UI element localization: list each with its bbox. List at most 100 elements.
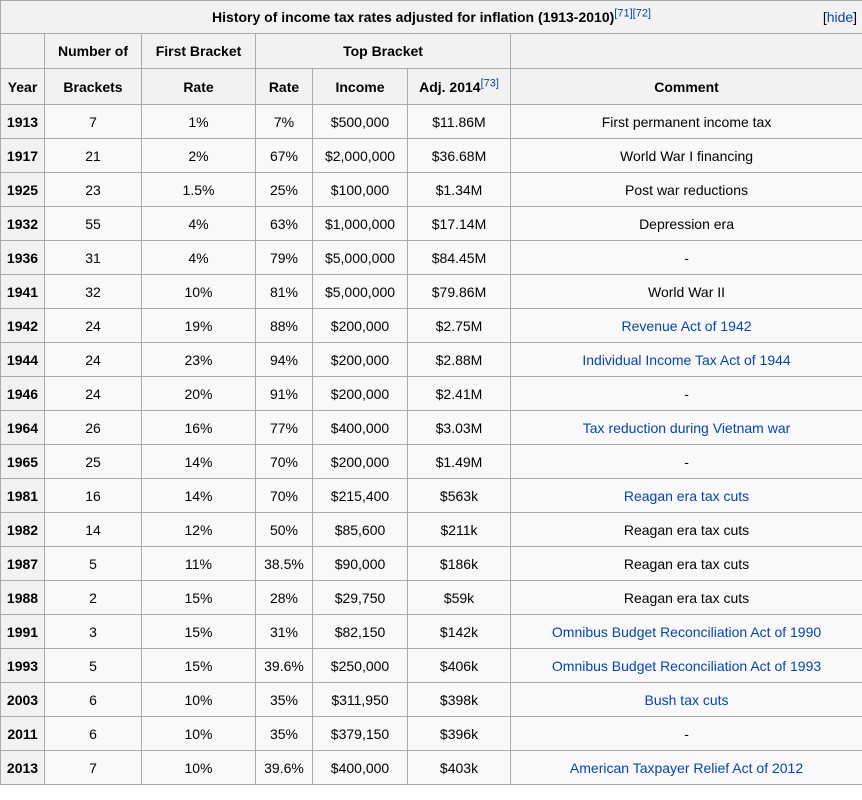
comment-link[interactable]: Omnibus Budget Reconciliation Act of 199… bbox=[551, 657, 822, 674]
year-cell: 1917 bbox=[0, 138, 45, 173]
table-row: 2011 6 10% 35% $379,150 $396k - bbox=[0, 716, 862, 751]
brackets-cell: 23 bbox=[44, 172, 142, 207]
ref-72-link[interactable]: [72] bbox=[632, 7, 651, 20]
table-row: 1982 14 12% 50% $85,600 $211k Reagan era… bbox=[0, 512, 862, 547]
comment-cell: Depression era bbox=[509, 206, 862, 241]
comment-cell: Revenue Act of 1942 bbox=[509, 308, 862, 343]
year-cell: 1941 bbox=[0, 274, 45, 309]
top-bracket-rate-cell: 88% bbox=[255, 308, 313, 343]
comment-cell: Reagan era tax cuts bbox=[509, 478, 862, 513]
first-bracket-rate-cell: 11% bbox=[141, 546, 256, 581]
adj-2014-cell: $398k bbox=[407, 682, 511, 717]
collapse-control: [hide] bbox=[823, 9, 857, 25]
comment-cell: World War I financing bbox=[509, 138, 862, 173]
ref-71-link[interactable]: [71] bbox=[614, 7, 633, 20]
comment-text: - bbox=[684, 249, 689, 266]
comment-link[interactable]: Omnibus Budget Reconciliation Act of 199… bbox=[551, 623, 822, 640]
header-comment: Comment bbox=[509, 68, 862, 105]
top-bracket-rate-cell: 77% bbox=[255, 410, 313, 445]
brackets-cell: 31 bbox=[44, 240, 142, 275]
header-adj-2014: Adj. 2014[73] bbox=[407, 68, 511, 105]
adj-2014-cell: $79.86M bbox=[407, 274, 511, 309]
first-bracket-rate-cell: 1.5% bbox=[141, 172, 256, 207]
brackets-cell: 7 bbox=[44, 104, 142, 139]
adj-2014-cell: $211k bbox=[407, 512, 511, 547]
comment-link[interactable]: Revenue Act of 1942 bbox=[621, 317, 752, 334]
top-bracket-income-cell: $82,150 bbox=[312, 614, 408, 649]
header-brackets: Brackets bbox=[44, 68, 142, 105]
adj-2014-cell: $563k bbox=[407, 478, 511, 513]
year-cell: 1936 bbox=[0, 240, 45, 275]
comment-cell: - bbox=[509, 240, 862, 275]
brackets-cell: 24 bbox=[44, 308, 142, 343]
comment-text: World War I financing bbox=[620, 147, 754, 164]
first-bracket-rate-cell: 2% bbox=[141, 138, 256, 173]
empty-header-cell-comment bbox=[509, 33, 862, 69]
comment-text: - bbox=[684, 453, 689, 470]
first-bracket-rate-cell: 4% bbox=[141, 206, 256, 241]
brackets-cell: 14 bbox=[44, 512, 142, 547]
top-bracket-income-cell: $2,000,000 bbox=[312, 138, 408, 173]
top-bracket-income-cell: $500,000 bbox=[312, 104, 408, 139]
brackets-cell: 21 bbox=[44, 138, 142, 173]
table-row: 1913 7 1% 7% $500,000 $11.86M First perm… bbox=[0, 104, 862, 139]
ref-73-link[interactable]: [73] bbox=[480, 76, 499, 89]
header-group-row: Number of First Bracket Top Bracket bbox=[0, 33, 862, 69]
top-bracket-rate-cell: 28% bbox=[255, 580, 313, 615]
first-bracket-rate-cell: 10% bbox=[141, 274, 256, 309]
first-bracket-rate-cell: 15% bbox=[141, 580, 256, 615]
comment-cell: Individual Income Tax Act of 1944 bbox=[509, 342, 862, 377]
first-bracket-rate-cell: 19% bbox=[141, 308, 256, 343]
comment-text: Depression era bbox=[639, 215, 734, 232]
top-bracket-rate-cell: 31% bbox=[255, 614, 313, 649]
top-bracket-income-cell: $250,000 bbox=[312, 648, 408, 683]
first-bracket-rate-cell: 10% bbox=[141, 750, 256, 785]
comment-link[interactable]: American Taxpayer Relief Act of 2012 bbox=[569, 759, 804, 776]
adj-2014-cell: $2.75M bbox=[407, 308, 511, 343]
table-header: History of income tax rates adjusted for… bbox=[0, 0, 862, 105]
header-first-bracket-rate: Rate bbox=[141, 68, 256, 105]
hide-bracket-open: [ bbox=[822, 9, 827, 25]
adj-2014-cell: $84.45M bbox=[407, 240, 511, 275]
year-cell: 1946 bbox=[0, 376, 45, 411]
comment-text: Reagan era tax cuts bbox=[623, 555, 750, 572]
brackets-cell: 55 bbox=[44, 206, 142, 241]
top-bracket-income-cell: $400,000 bbox=[312, 410, 408, 445]
adj-2014-cell: $142k bbox=[407, 614, 511, 649]
top-bracket-income-cell: $29,750 bbox=[312, 580, 408, 615]
comment-cell: - bbox=[509, 376, 862, 411]
first-bracket-rate-cell: 23% bbox=[141, 342, 256, 377]
comment-link[interactable]: Reagan era tax cuts bbox=[623, 487, 750, 504]
brackets-cell: 6 bbox=[44, 716, 142, 751]
comment-link[interactable]: Bush tax cuts bbox=[644, 691, 729, 708]
table-row: 1946 24 20% 91% $200,000 $2.41M - bbox=[0, 376, 862, 411]
table-title-cell: History of income tax rates adjusted for… bbox=[0, 0, 862, 34]
brackets-cell: 6 bbox=[44, 682, 142, 717]
adj-2014-cell: $2.88M bbox=[407, 342, 511, 377]
comment-cell: Tax reduction during Vietnam war bbox=[509, 410, 862, 445]
adj-2014-cell: $396k bbox=[407, 716, 511, 751]
header-top-bracket-income: Income bbox=[312, 68, 408, 105]
first-bracket-rate-cell: 20% bbox=[141, 376, 256, 411]
comment-link[interactable]: Tax reduction during Vietnam war bbox=[582, 419, 791, 436]
adj-2014-cell: $3.03M bbox=[407, 410, 511, 445]
header-year: Year bbox=[0, 68, 45, 105]
comment-text: World War II bbox=[648, 283, 726, 300]
first-bracket-rate-cell: 4% bbox=[141, 240, 256, 275]
top-bracket-income-cell: $215,400 bbox=[312, 478, 408, 513]
table-row: 2013 7 10% 39.6% $400,000 $403k American… bbox=[0, 750, 862, 785]
top-bracket-income-cell: $400,000 bbox=[312, 750, 408, 785]
table-body: 1913 7 1% 7% $500,000 $11.86M First perm… bbox=[0, 104, 862, 785]
comment-link[interactable]: Individual Income Tax Act of 1944 bbox=[582, 351, 791, 368]
hide-link[interactable]: hide bbox=[826, 9, 854, 25]
adj-2014-cell: $59k bbox=[407, 580, 511, 615]
adj-2014-cell: $406k bbox=[407, 648, 511, 683]
adj-2014-cell: $1.34M bbox=[407, 172, 511, 207]
comment-text: Post war reductions bbox=[625, 181, 748, 198]
table-row: 1942 24 19% 88% $200,000 $2.75M Revenue … bbox=[0, 308, 862, 343]
comment-text: - bbox=[684, 725, 689, 742]
top-bracket-income-cell: $379,150 bbox=[312, 716, 408, 751]
top-bracket-rate-cell: 70% bbox=[255, 478, 313, 513]
table-row: 1944 24 23% 94% $200,000 $2.88M Individu… bbox=[0, 342, 862, 377]
comment-cell: - bbox=[509, 444, 862, 479]
